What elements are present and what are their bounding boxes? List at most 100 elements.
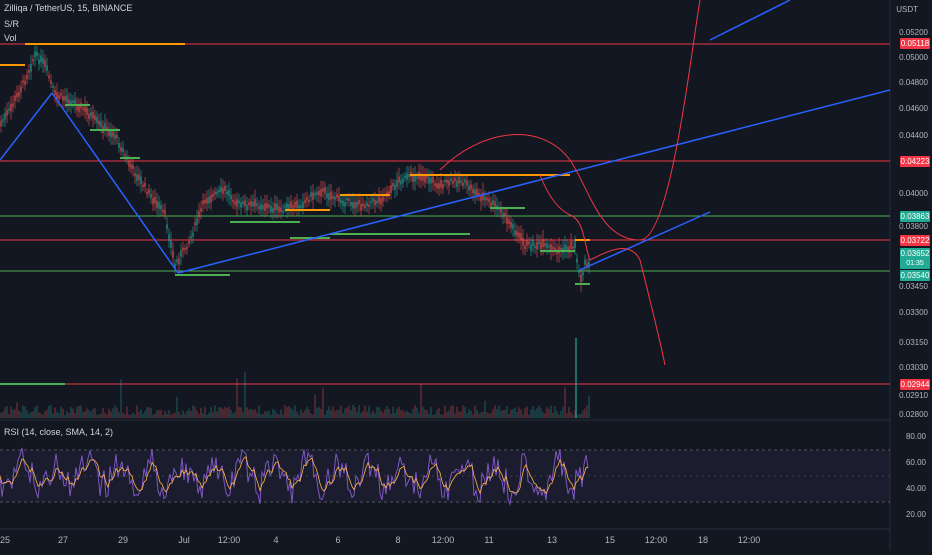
candle-body bbox=[434, 183, 436, 186]
candle-body bbox=[278, 206, 280, 213]
candle-body bbox=[532, 240, 534, 246]
candle-body bbox=[478, 192, 480, 195]
candle-body bbox=[508, 219, 510, 224]
volume-bar bbox=[326, 410, 328, 418]
time-label: 12:00 bbox=[737, 535, 761, 545]
volume-bar bbox=[540, 408, 542, 418]
candle-body bbox=[158, 202, 160, 209]
volume-bar bbox=[156, 410, 158, 418]
volume-bar bbox=[300, 409, 302, 418]
candle-body bbox=[466, 180, 468, 186]
volume-bar bbox=[292, 409, 294, 418]
candle-body bbox=[120, 147, 122, 152]
volume-bar bbox=[172, 413, 174, 418]
volume-bar bbox=[64, 414, 66, 418]
candle-body bbox=[500, 207, 502, 214]
candle-body bbox=[428, 176, 430, 184]
volume-bar bbox=[264, 411, 266, 418]
candle-body bbox=[582, 271, 584, 276]
indicator-sr-label[interactable]: S/R bbox=[4, 19, 20, 29]
volume-bar bbox=[420, 383, 422, 418]
volume-bar bbox=[286, 406, 288, 418]
price-label: 0.03030 bbox=[899, 363, 928, 372]
volume-bar bbox=[320, 408, 322, 418]
volume-bar bbox=[34, 407, 36, 418]
volume-bar bbox=[240, 407, 242, 418]
candle-body bbox=[224, 186, 226, 191]
candle-body bbox=[446, 179, 448, 184]
candle-body bbox=[134, 173, 136, 177]
candle-body bbox=[304, 199, 306, 204]
volume-bar bbox=[332, 406, 334, 418]
volume-bar bbox=[70, 407, 72, 418]
price-label: 0.02800 bbox=[899, 410, 928, 419]
volume-bar bbox=[114, 405, 116, 418]
volume-bar bbox=[418, 412, 420, 418]
volume-bar bbox=[128, 414, 130, 418]
volume-bar bbox=[40, 413, 42, 418]
volume-bar bbox=[298, 414, 300, 418]
volume-bar bbox=[402, 410, 404, 418]
volume-bar bbox=[92, 408, 94, 418]
volume-bar bbox=[182, 410, 184, 418]
candle-body bbox=[336, 194, 338, 198]
volume-bar bbox=[552, 412, 554, 418]
volume-bar bbox=[556, 411, 558, 418]
volume-bar bbox=[82, 412, 84, 418]
rsi-title[interactable]: RSI (14, close, SMA, 14, 2) bbox=[4, 427, 114, 437]
candle-body bbox=[398, 176, 400, 183]
volume-bar bbox=[228, 406, 230, 418]
volume-bar bbox=[130, 414, 132, 418]
candle-body bbox=[544, 242, 546, 247]
volume-bar bbox=[44, 411, 46, 418]
volume-bar bbox=[140, 409, 142, 418]
volume-bar bbox=[284, 405, 286, 418]
volume-bar bbox=[180, 414, 182, 418]
volume-bar bbox=[86, 408, 88, 418]
volume-bar bbox=[432, 414, 434, 418]
volume-bar bbox=[174, 412, 176, 418]
volume-bar bbox=[120, 379, 122, 418]
candle-body bbox=[168, 234, 170, 242]
volume-bar bbox=[26, 410, 28, 418]
candle-body bbox=[10, 103, 12, 112]
volume-bar bbox=[524, 408, 526, 418]
volume-bar bbox=[366, 411, 368, 418]
candle-body bbox=[404, 175, 406, 179]
candle-body bbox=[26, 74, 28, 80]
volume-bar bbox=[308, 409, 310, 418]
price-label: 0.04000 bbox=[899, 189, 928, 198]
volume-bar bbox=[116, 407, 118, 418]
volume-bar bbox=[254, 409, 256, 418]
volume-bar bbox=[416, 407, 418, 418]
candle-body bbox=[516, 231, 518, 237]
candle-body bbox=[230, 195, 232, 200]
candle-body bbox=[312, 192, 314, 200]
volume-bar bbox=[436, 409, 438, 418]
candle-body bbox=[242, 201, 244, 205]
volume-bar bbox=[188, 408, 190, 418]
candle-body bbox=[564, 244, 566, 251]
candle-body bbox=[392, 183, 394, 187]
candle-body bbox=[534, 245, 536, 249]
volume-bar bbox=[428, 413, 430, 418]
volume-bar bbox=[276, 413, 278, 418]
candle-body bbox=[542, 239, 544, 248]
rsi-level-label: 60.00 bbox=[905, 458, 926, 467]
volume-bar bbox=[234, 412, 236, 418]
candle-body bbox=[170, 240, 172, 249]
candle-body bbox=[442, 184, 444, 189]
symbol-title[interactable]: Zilliqa / TetherUS, 15, BINANCE bbox=[4, 3, 133, 13]
volume-bar bbox=[530, 409, 532, 418]
indicator-vol-label[interactable]: Vol bbox=[4, 33, 17, 43]
volume-bar bbox=[74, 413, 76, 418]
candle-body bbox=[216, 191, 218, 195]
volume-bar bbox=[290, 408, 292, 418]
volume-bar bbox=[154, 413, 156, 418]
volume-bar bbox=[58, 413, 60, 418]
volume-bar bbox=[190, 411, 192, 418]
volume-bar bbox=[204, 407, 206, 418]
volume-bar bbox=[534, 410, 536, 418]
